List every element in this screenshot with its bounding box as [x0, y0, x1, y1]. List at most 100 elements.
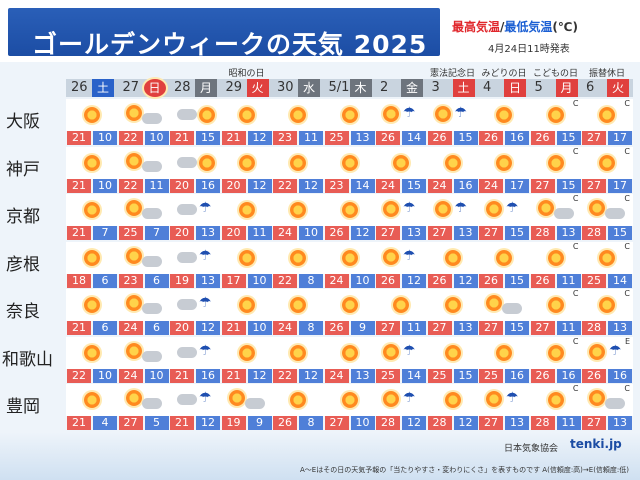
- high-temp: 28: [582, 226, 606, 240]
- rain-icon: ☂: [199, 390, 212, 406]
- low-temp: 16: [556, 368, 581, 383]
- temp-bar: 25 14: [375, 368, 427, 383]
- forecast-cell: C: [529, 289, 582, 321]
- forecast-cell: [220, 336, 273, 369]
- rain-icon: ☂: [609, 342, 622, 359]
- low-temp: 13: [608, 321, 632, 335]
- low-temp: 5: [144, 416, 169, 430]
- sunny-icon: [84, 202, 100, 218]
- temp-bar: 27 13: [478, 416, 530, 430]
- low-temp: 12: [299, 368, 323, 383]
- low-temp: 16: [608, 368, 632, 383]
- sunny-icon: [393, 297, 409, 313]
- temp-bar: 28 12: [426, 416, 479, 430]
- temp-bar: 26 15: [529, 131, 582, 145]
- temp-bar: 24 10: [272, 226, 324, 240]
- cloudy-icon: [177, 156, 197, 168]
- high-temp: 24: [324, 368, 349, 383]
- high-temp: 24: [376, 178, 400, 193]
- high-temp: 21: [67, 226, 91, 240]
- low-temp: 13: [608, 416, 632, 430]
- temp-bar: 26 12: [375, 273, 427, 288]
- temp-bar: 24 10: [117, 368, 170, 383]
- sunny-icon: [238, 154, 255, 171]
- sunny-icon: [444, 154, 461, 171]
- sunny-icon: [496, 344, 512, 361]
- temperature-legend: 最高気温/最低気温(℃): [452, 18, 578, 35]
- low-temp: 10: [350, 416, 375, 430]
- sunny-icon: [547, 249, 564, 266]
- title-banner: ゴールデンウィークの天気 2025: [8, 8, 440, 59]
- page-title: ゴールデンウィークの天気 2025: [32, 30, 428, 59]
- high-temp: 27: [427, 321, 452, 335]
- high-temp: 20: [221, 178, 246, 193]
- forecast-cell: ☂: [478, 194, 530, 226]
- tenki-logo[interactable]: tenki.jp: [570, 437, 622, 451]
- sunny-icon: [341, 344, 358, 361]
- low-temp: 12: [402, 416, 426, 430]
- forecast-cell: [169, 99, 221, 131]
- temp-bar: 27 17: [581, 131, 633, 145]
- forecast-cell: [272, 194, 324, 226]
- temp-bar: 26 15: [478, 273, 530, 288]
- day-header: 28 月: [169, 79, 221, 97]
- reliability-mark: C: [624, 289, 630, 298]
- sunny-icon: [290, 107, 306, 123]
- high-temp: 21: [67, 416, 91, 430]
- temp-bar: 24 15: [375, 178, 427, 193]
- high-temp: 25: [376, 368, 400, 383]
- day-date: 27: [122, 80, 140, 95]
- temp-bar: 25 14: [581, 273, 633, 288]
- sunny-icon: [228, 390, 245, 406]
- low-temp: 16: [505, 131, 529, 145]
- cloudy-icon: [141, 113, 162, 124]
- high-temp: 22: [273, 178, 297, 193]
- temp-bar: 21 7: [66, 226, 118, 240]
- high-temp: 26: [530, 273, 555, 288]
- high-temp: 21: [170, 368, 194, 383]
- cloudy-icon: [177, 109, 197, 120]
- low-temp: 15: [608, 226, 632, 240]
- temp-bar: 26 11: [529, 273, 582, 288]
- sunny-icon: [84, 249, 100, 266]
- sunny-icon: [496, 107, 512, 123]
- day-header: 29 火: [220, 79, 273, 97]
- high-temp: 28: [376, 416, 400, 430]
- high-temp: 21: [170, 416, 194, 430]
- sunny-icon: [393, 154, 409, 171]
- forecast-cell: [272, 289, 324, 321]
- forecast-cell: [220, 194, 273, 226]
- forecast-cell: [117, 99, 170, 131]
- reliability-mark: C: [624, 241, 630, 251]
- forecast-cell: C: [581, 384, 633, 416]
- low-temp: 15: [196, 131, 220, 145]
- temp-bar: 21 6: [66, 321, 118, 335]
- sunny-icon: [444, 249, 461, 266]
- low-temp: 16: [196, 178, 220, 193]
- temp-bar: 27 13: [375, 226, 427, 240]
- low-temp: 15: [453, 368, 478, 383]
- day-weekday: 月: [555, 79, 578, 97]
- low-temp: 14: [402, 131, 426, 145]
- forecast-cell: [426, 336, 479, 369]
- temp-bar: 28 13: [529, 226, 582, 240]
- sunny-icon: [589, 200, 605, 216]
- high-temp: 24: [118, 368, 143, 383]
- sunny-icon: [383, 343, 399, 360]
- high-temp: 18: [67, 273, 91, 288]
- footer-jwa: 日本気象協会: [504, 444, 559, 454]
- reliability-mark: C: [572, 384, 579, 393]
- temp-bar: 20 12: [169, 321, 221, 335]
- low-temp: 10: [247, 321, 272, 335]
- sunny-icon: [496, 249, 512, 266]
- high-temp: 28: [530, 416, 555, 430]
- sunny-icon: [486, 201, 502, 217]
- high-temp: 24: [427, 178, 452, 193]
- forecast-cell: C: [529, 146, 582, 179]
- cloudy-icon: [141, 350, 162, 362]
- low-temp: 6: [93, 273, 117, 288]
- low-temp: 13: [556, 226, 581, 240]
- holiday-label: 振替休日: [588, 69, 625, 79]
- sunny-icon: [290, 202, 306, 218]
- forecast-cell: C: [581, 146, 633, 179]
